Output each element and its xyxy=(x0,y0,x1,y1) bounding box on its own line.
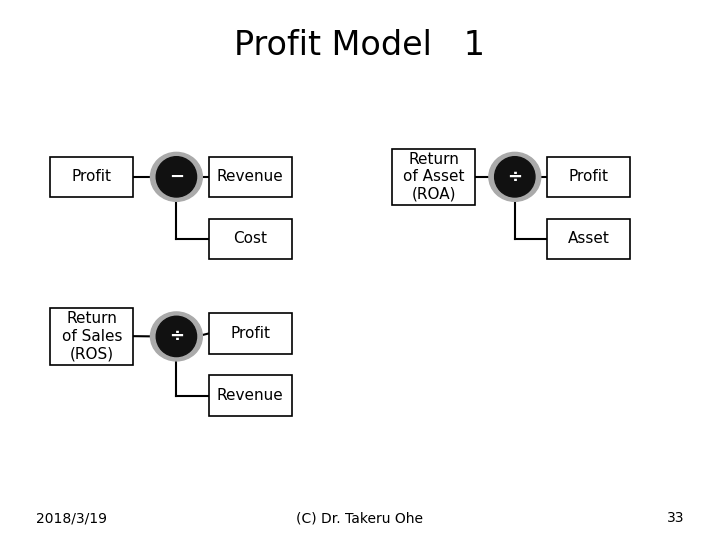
FancyBboxPatch shape xyxy=(50,157,133,197)
Text: (C) Dr. Takeru Ohe: (C) Dr. Takeru Ohe xyxy=(297,511,423,525)
Text: Revenue: Revenue xyxy=(217,388,284,403)
Ellipse shape xyxy=(495,157,535,197)
Text: Return
of Asset
(ROA): Return of Asset (ROA) xyxy=(403,152,464,202)
FancyBboxPatch shape xyxy=(547,157,630,197)
Text: Asset: Asset xyxy=(567,232,610,246)
Ellipse shape xyxy=(489,152,541,201)
FancyBboxPatch shape xyxy=(209,157,292,197)
FancyBboxPatch shape xyxy=(392,148,475,205)
Text: Profit: Profit xyxy=(230,326,270,341)
Text: Profit: Profit xyxy=(72,170,112,184)
Text: Return
of Sales
(ROS): Return of Sales (ROS) xyxy=(61,311,122,361)
Text: Profit Model   1: Profit Model 1 xyxy=(235,29,485,63)
Text: 33: 33 xyxy=(667,511,684,525)
FancyBboxPatch shape xyxy=(547,219,630,259)
Text: ÷: ÷ xyxy=(508,168,522,186)
Text: Cost: Cost xyxy=(233,232,267,246)
Text: 2018/3/19: 2018/3/19 xyxy=(36,511,107,525)
Text: −: − xyxy=(168,168,184,186)
Ellipse shape xyxy=(156,316,197,356)
FancyBboxPatch shape xyxy=(209,375,292,416)
Text: ÷: ÷ xyxy=(169,327,184,346)
Text: Revenue: Revenue xyxy=(217,170,284,184)
FancyBboxPatch shape xyxy=(209,313,292,354)
Ellipse shape xyxy=(150,152,202,201)
Ellipse shape xyxy=(156,157,197,197)
Ellipse shape xyxy=(150,312,202,361)
FancyBboxPatch shape xyxy=(50,308,133,364)
FancyBboxPatch shape xyxy=(209,219,292,259)
Text: Profit: Profit xyxy=(569,170,608,184)
